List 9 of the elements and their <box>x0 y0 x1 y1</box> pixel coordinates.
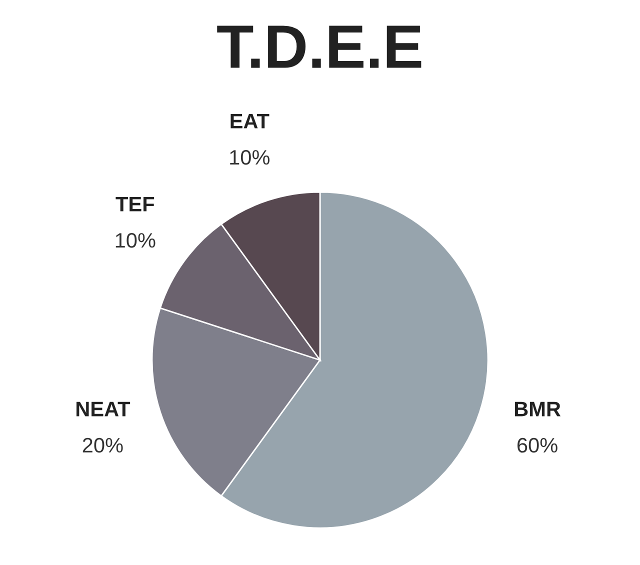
slice-label: EAT <box>230 114 270 128</box>
data-label: 20% <box>82 438 123 453</box>
slice-label: BMR <box>514 402 561 416</box>
data-label: 10% <box>230 150 270 165</box>
data-label: 60% <box>518 438 558 453</box>
slice-label: TEF <box>116 196 154 212</box>
chart-title: T.D.E.E <box>217 26 422 68</box>
data-label: 10% <box>116 232 156 248</box>
slice-label: NEAT <box>76 402 130 416</box>
